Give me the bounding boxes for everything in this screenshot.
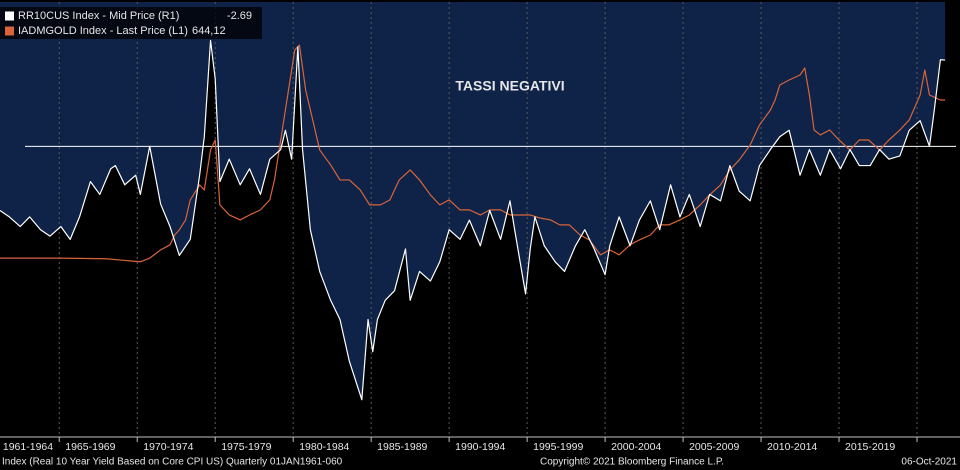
legend-background <box>0 7 262 39</box>
x-tick-label: 2010-2014 <box>767 441 817 453</box>
x-tick-label: 1980-1984 <box>299 441 349 453</box>
x-tick-label: 1961-1964 <box>3 441 53 453</box>
plot-area <box>0 2 956 435</box>
legend-value: 644,12 <box>192 25 226 37</box>
footer-right: 06-Oct-2021 <box>901 457 957 468</box>
x-tick-label: 2015-2019 <box>845 441 895 453</box>
footer-left: Index (Real 10 Year Yield Based on Core … <box>2 457 343 468</box>
legend-value: -2.69 <box>227 10 252 22</box>
x-tick-label: 2000-2004 <box>611 441 661 453</box>
legend-label: IADMGOLD Index - Last Price (L1) <box>18 25 188 37</box>
series-line <box>0 39 946 401</box>
footer-center: Copyright© 2021 Bloomberg Finance L.P. <box>540 457 724 468</box>
x-tick-label: 1965-1969 <box>65 441 115 453</box>
x-tick-label: 1995-1999 <box>533 441 583 453</box>
x-tick-label: 1985-1989 <box>377 441 427 453</box>
legend-swatch <box>5 11 14 21</box>
legend-swatch <box>5 26 14 36</box>
shaded-area <box>0 2 946 400</box>
x-tick-label: 2005-2009 <box>689 441 739 453</box>
annotation: TASSI NEGATIVI <box>455 78 564 94</box>
legend-label: RR10CUS Index - Mid Price (R1) <box>18 10 179 22</box>
series-line <box>0 44 946 263</box>
x-tick-label: 1970-1974 <box>143 441 193 453</box>
x-tick-label: 1990-1994 <box>455 441 505 453</box>
legend: RR10CUS Index - Mid Price (R1) -2.69 IADMG… <box>0 7 262 39</box>
x-tick-label: 1975-1979 <box>221 441 271 453</box>
